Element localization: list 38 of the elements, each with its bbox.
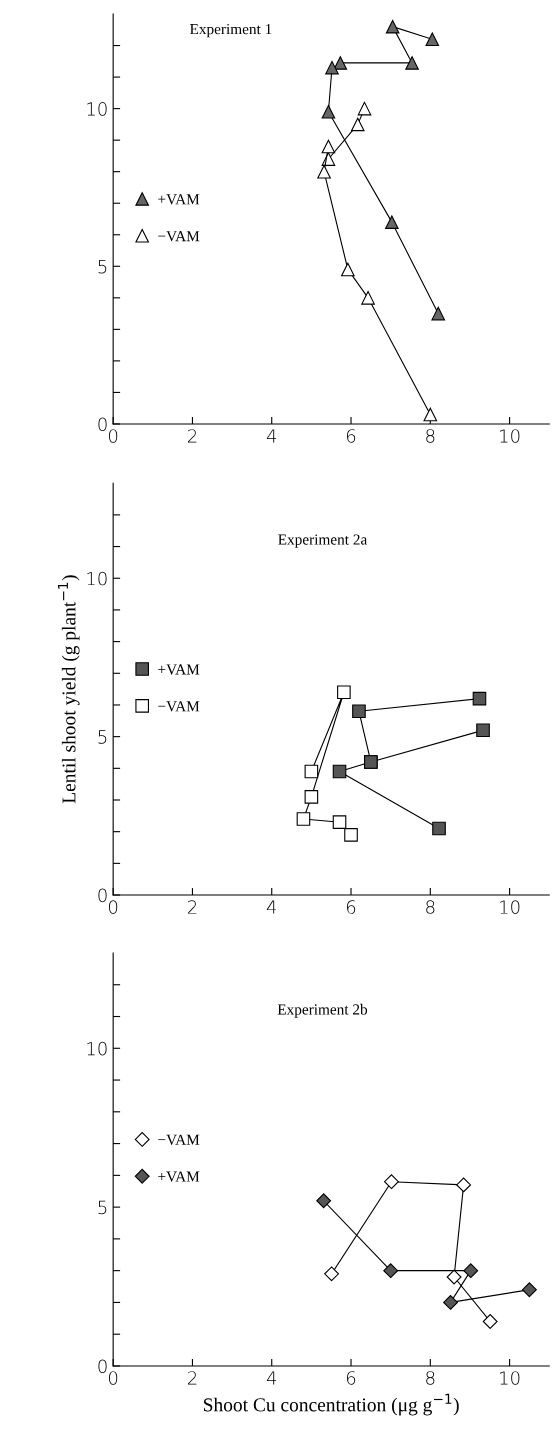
legend-label: −VAM (158, 701, 200, 712)
x-tick-label: 8 (426, 1371, 435, 1385)
x-tick-label: 0 (109, 429, 118, 443)
x-tick-label: 10 (500, 900, 520, 914)
y-tick-label: 5 (98, 730, 107, 744)
x-tick-label: 8 (426, 429, 435, 443)
y-tick-label: 0 (98, 1359, 107, 1374)
x-tick-label: 2 (187, 900, 197, 914)
x-tick-label: 6 (347, 429, 356, 443)
legend-label: +VAM (158, 664, 200, 675)
x-tick-label: 0 (109, 1371, 118, 1385)
x-tick-label: 10 (500, 429, 520, 443)
x-tick-label: 4 (266, 429, 277, 443)
y-tick-label: 10 (87, 1041, 107, 1056)
x-tick-label: 6 (347, 900, 356, 914)
y-axis-title: Lentil shoot yield (g plant$^{−1}$) (57, 575, 80, 804)
legend-label: +VAM (158, 194, 200, 205)
legend-label: −VAM (158, 231, 200, 242)
y-tick-label: 10 (87, 102, 107, 116)
x-tick-label: 0 (109, 900, 118, 914)
text: Experiment 1 (189, 23, 272, 38)
legend-label: −VAM (158, 1134, 200, 1145)
legend-label: +VAM (158, 1171, 200, 1182)
x-tick-label: 10 (500, 1371, 520, 1385)
x-tick-label: 4 (266, 900, 277, 914)
y-tick-label: 5 (98, 259, 107, 274)
y-tick-label: 10 (87, 571, 107, 586)
x-tick-label: 6 (347, 1371, 356, 1385)
x-tick-label: 2 (187, 429, 197, 443)
y-tick-label: 5 (98, 1200, 107, 1215)
x-tick-label: 2 (187, 1371, 197, 1385)
y-tick-label: 0 (98, 417, 107, 432)
x-tick-label: 4 (266, 1371, 277, 1385)
x-axis-title: Shoot Cu concentration (μg g$^{−1}$) (203, 1393, 459, 1416)
y-tick-label: 0 (98, 888, 107, 903)
text: Experiment 2a (278, 534, 368, 548)
text: Experiment 2b (277, 1003, 368, 1018)
x-tick-label: 8 (426, 900, 435, 914)
